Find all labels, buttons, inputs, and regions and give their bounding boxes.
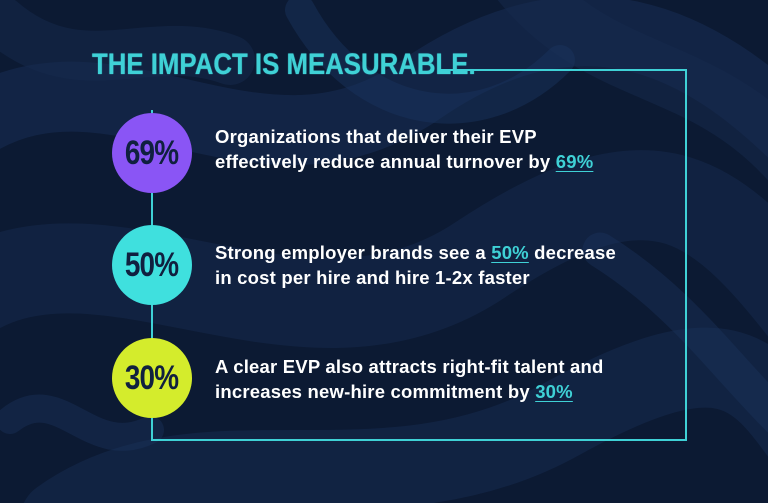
stat-text-commitment: A clear EVP also attracts right-fit tale… [215,354,675,404]
stat-badge-69: 69% [112,113,192,193]
stat-highlight: 30% [535,381,573,402]
stat-badge-label: 50% [125,245,179,284]
stat-text-cost-per-hire: Strong employer brands see a 50% decreas… [215,240,675,290]
stat-badge-50: 50% [112,225,192,305]
stat-line: in cost per hire and hire 1-2x faster [215,267,530,288]
stat-line: increases new-hire commitment by 30% [215,379,675,404]
stat-text-turnover: Organizations that deliver their EVP eff… [215,124,675,174]
stat-badge-30: 30% [112,338,192,418]
stat-highlight: 69% [555,151,594,172]
frame-top-line [438,69,687,71]
stat-line: effectively reduce annual turnover by 69… [215,149,675,174]
stat-text: decrease [528,242,617,263]
stat-line: A clear EVP also attracts right-fit tale… [215,356,604,377]
stat-text: Strong employer brands see a [215,242,492,263]
stat-highlight: 50% [491,242,529,263]
decorative-frame [151,69,687,441]
stat-text: increases new-hire commitment by [215,381,536,402]
stat-line: Organizations that deliver their EVP [215,126,537,147]
stat-badge-label: 69% [125,133,179,172]
stat-line: Strong employer brands see a 50% decreas… [215,240,675,265]
stat-badge-label: 30% [125,358,179,397]
page-title: THE IMPACT IS MEASURABLE. [92,48,476,81]
stat-text: effectively reduce annual turnover by [215,151,556,172]
